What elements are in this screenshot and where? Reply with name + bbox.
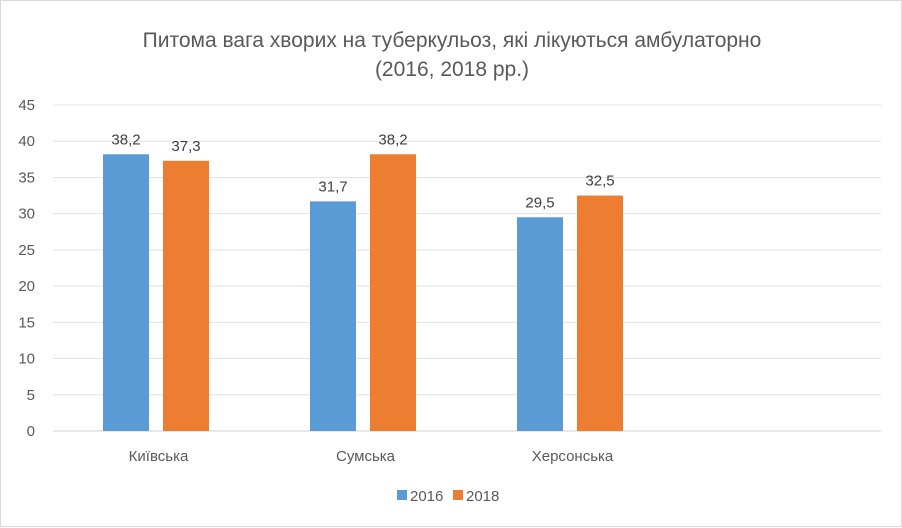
chart-title: Питома вага хворих на туберкульоз, які л…: [143, 29, 762, 52]
data-label: 37,3: [171, 138, 200, 155]
bar-2016: [310, 201, 356, 431]
x-category-label: Київська: [129, 448, 189, 465]
chart-subtitle: (2016, 2018 рр.): [375, 58, 529, 81]
data-label: 31,7: [318, 178, 347, 195]
bar-2016: [103, 154, 149, 432]
y-tick-label: 5: [27, 387, 35, 404]
x-category-label: Херсонська: [532, 448, 614, 465]
bar-2016: [517, 217, 563, 431]
y-tick-label: 45: [18, 97, 35, 114]
data-label: 29,5: [525, 194, 554, 211]
y-tick-label: 20: [18, 278, 35, 295]
x-category-label: Сумська: [336, 448, 396, 465]
legend-swatch-2016: [397, 490, 407, 500]
y-tick-label: 0: [27, 423, 35, 440]
y-tick-label: 40: [18, 133, 35, 150]
legend-swatch-2018: [453, 490, 463, 500]
y-tick-label: 35: [18, 169, 35, 186]
y-tick-label: 10: [18, 351, 35, 368]
data-label: 38,2: [111, 131, 140, 148]
bar-2018: [163, 160, 209, 431]
data-label: 32,5: [585, 173, 614, 190]
legend-label: 2018: [466, 488, 499, 505]
legend-label: 2016: [410, 488, 443, 505]
y-tick-label: 15: [18, 314, 35, 331]
bar-2018: [370, 154, 416, 432]
y-tick-label: 25: [18, 242, 35, 259]
y-tick-label: 30: [18, 206, 35, 223]
data-label: 38,2: [378, 131, 407, 148]
bar-2018: [577, 195, 623, 431]
